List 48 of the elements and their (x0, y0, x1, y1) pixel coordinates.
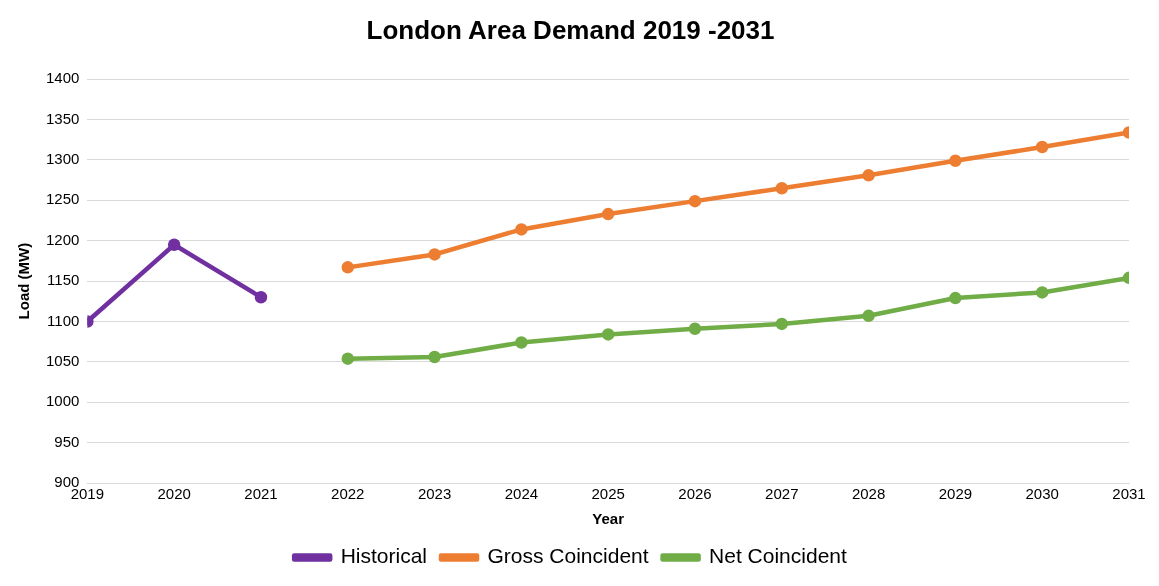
point (949, 291, 962, 305)
legend-label: Historical (340, 544, 428, 568)
legend-label: Net Coincident (709, 544, 847, 568)
point (515, 336, 528, 349)
x-tick-label: 2028 (851, 485, 886, 503)
y-tick-label: 1000 (45, 392, 80, 410)
y-tick-label: 1350 (45, 109, 80, 127)
x-tick-label: 2022 (331, 485, 365, 503)
y-tick-label: 1100 (47, 311, 80, 329)
x-tick-label: 2029 (938, 485, 973, 503)
chart-title: London Area Demand 2019 -2031 (366, 14, 775, 45)
y-tick-label: 1400 (45, 69, 80, 87)
point (862, 309, 875, 323)
point (428, 248, 441, 261)
point (775, 181, 789, 195)
point (949, 154, 962, 168)
x-tick-label: 2024 (504, 485, 539, 503)
y-tick-label: 1250 (45, 190, 80, 208)
x-tick-label: 2020 (157, 485, 191, 503)
legend-label: Gross Coincident (487, 544, 649, 568)
y-tick-label: 950 (54, 432, 80, 450)
y-tick-label: 1200 (45, 230, 80, 248)
x-tick-label: 2026 (678, 485, 712, 503)
x-tick-label: 2031 (1112, 485, 1146, 503)
x-tick-label: 2030 (1025, 485, 1059, 503)
point (167, 238, 181, 252)
point (601, 207, 615, 221)
point (254, 291, 268, 304)
point (428, 350, 441, 364)
point (515, 223, 528, 236)
point (341, 352, 355, 365)
x-tick-label: 2023 (417, 485, 452, 503)
y-tick-label: 1300 (45, 150, 80, 168)
point (688, 322, 702, 335)
x-tick-label: 2025 (591, 485, 625, 503)
y-tick-label: 1150 (47, 271, 80, 289)
x-tick-label: 2027 (765, 485, 799, 503)
point (1035, 140, 1049, 154)
x-axis-title: Year (592, 510, 625, 528)
point (775, 317, 789, 331)
point (1035, 286, 1049, 299)
point (341, 261, 355, 274)
point (688, 194, 702, 208)
y-axis-title: Load (MW) (15, 242, 33, 320)
point (601, 328, 615, 341)
x-tick-label: 2021 (244, 485, 278, 503)
point (862, 169, 875, 182)
y-tick-label: 1050 (45, 352, 80, 369)
